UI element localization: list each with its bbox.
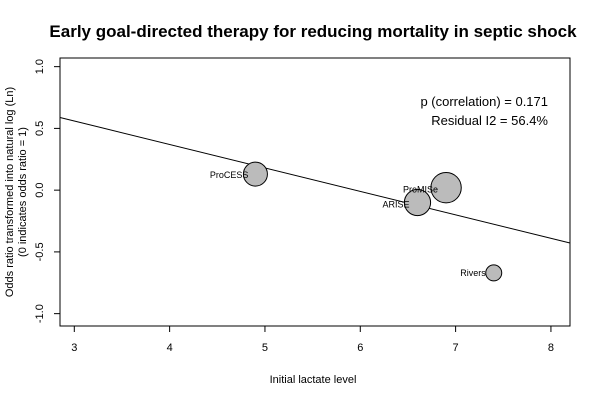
x-tick-label: 3	[71, 342, 77, 354]
chart-title: Early goal-directed therapy for reducing…	[49, 22, 577, 41]
point-label: ProCESS	[210, 170, 249, 180]
data-point	[403, 188, 432, 217]
x-tick-label: 7	[453, 342, 459, 354]
data-point	[430, 171, 462, 204]
y-axis: 1.0 0.5 0.0 -0.5 -1.0	[34, 59, 60, 323]
y-axis-label-line1: Odds ratio transformed into natural log …	[4, 87, 16, 297]
residual-annotation: Residual I2 = 56.4%	[431, 113, 548, 128]
regression-line	[59, 116, 571, 244]
data-point	[242, 161, 268, 187]
point-label: ARISE	[382, 199, 409, 209]
points-layer: ProCESS ProMISe ARISE Rivers	[210, 161, 503, 282]
y-tick-label: -0.5	[34, 242, 46, 261]
x-axis: 3 4 5 6 7 8	[71, 326, 554, 354]
point-label: Rivers	[460, 268, 486, 278]
y-tick-label: -1.0	[34, 304, 46, 323]
y-tick-label: 0.5	[34, 121, 46, 136]
regression-layer	[59, 116, 571, 244]
p-correlation-annotation: p (correlation) = 0.171	[420, 94, 548, 109]
x-tick-label: 4	[167, 342, 173, 354]
point-label: ProMISe	[403, 185, 438, 195]
y-tick-label: 1.0	[34, 59, 46, 74]
x-tick-label: 8	[548, 342, 554, 354]
y-axis-label-line2: (0 indicates odds ratio = 1)	[17, 127, 29, 257]
x-tick-label: 5	[262, 342, 268, 354]
x-tick-label: 6	[357, 342, 363, 354]
y-tick-label: 0.0	[34, 182, 46, 197]
plot-frame	[59, 57, 571, 327]
x-axis-label: Initial lactate level	[270, 374, 357, 386]
data-point	[485, 264, 503, 282]
